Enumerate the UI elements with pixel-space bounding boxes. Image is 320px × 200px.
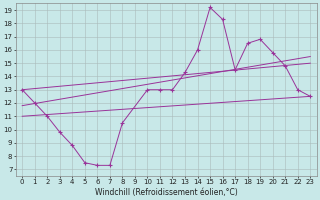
- X-axis label: Windchill (Refroidissement éolien,°C): Windchill (Refroidissement éolien,°C): [95, 188, 238, 197]
